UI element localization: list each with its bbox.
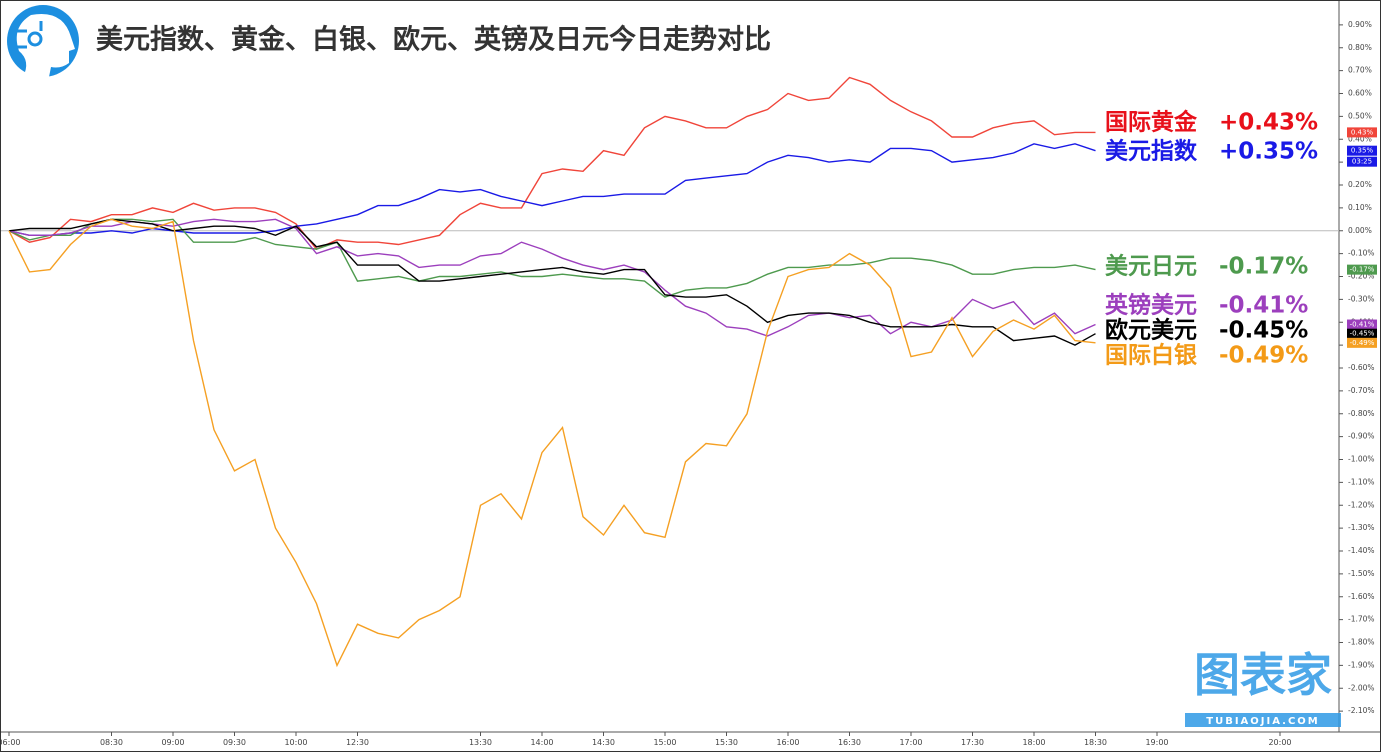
x-tick-label: 16:00 <box>776 738 799 747</box>
y-tick-label: -1.50% <box>1348 569 1375 578</box>
x-tick-label: 12:30 <box>346 738 369 747</box>
axis-tag-bg <box>1347 337 1377 348</box>
series-line <box>8 143 1096 236</box>
series-line <box>8 76 1096 250</box>
legend-name: 国际黄金 <box>1105 109 1198 136</box>
axis-tag-bg <box>1347 127 1377 138</box>
legend-name: 欧元美元 <box>1105 317 1197 344</box>
axis-tag-bg <box>1347 264 1377 275</box>
y-tick-label: -0.70% <box>1348 386 1375 395</box>
watermark-brand: 图表家 <box>1194 648 1332 702</box>
legend-name: 美元指数 <box>1105 138 1198 165</box>
x-tick-label: 17:30 <box>961 738 984 747</box>
y-tick-label: 0.10% <box>1348 203 1372 212</box>
axis-tag: -0.49% <box>1350 339 1375 347</box>
y-tick-label: -2.10% <box>1348 706 1375 715</box>
y-tick-label: -0.60% <box>1348 363 1375 372</box>
x-tick-label: 14:30 <box>592 738 615 747</box>
x-tick-label: 18:00 <box>1022 738 1045 747</box>
series-line <box>8 218 1096 298</box>
y-tick-label: 0.60% <box>1348 89 1372 98</box>
y-tick-label: -0.20% <box>1348 272 1375 281</box>
axis-tag-bg <box>1347 319 1377 330</box>
y-tick-label: -0.30% <box>1348 294 1375 303</box>
y-tick-label: -0.10% <box>1348 249 1375 258</box>
axis-tag: -0.45% <box>1350 330 1375 338</box>
x-tick-label: 09:30 <box>223 738 246 747</box>
y-tick-label: -0.80% <box>1348 409 1375 418</box>
x-tick-label: 15:00 <box>653 738 676 747</box>
y-tick-label: -1.20% <box>1348 500 1375 509</box>
y-tick-label: -1.40% <box>1348 546 1375 555</box>
series-line <box>8 218 1096 346</box>
x-tick-label: 15:30 <box>715 738 738 747</box>
y-tick-label: 0.50% <box>1348 111 1372 120</box>
series-line <box>8 218 1096 668</box>
y-tick-label: 0.80% <box>1348 43 1372 52</box>
y-tick-label: 0.40% <box>1348 134 1372 143</box>
end-label: +0.43% <box>1219 110 1318 136</box>
x-tick-label: 18:30 <box>1084 738 1107 747</box>
chart-title: 美元指数、黄金、白银、欧元、英镑及日元今日走势对比 <box>96 24 771 56</box>
y-tick-label: 0.20% <box>1348 180 1372 189</box>
y-tick-label: 0.90% <box>1348 20 1372 29</box>
end-label: -0.49% <box>1219 343 1308 369</box>
axis-tag: 0.35% <box>1351 147 1374 155</box>
x-tick-label: 19:00 <box>1145 738 1168 747</box>
y-tick-label: -1.80% <box>1348 638 1375 647</box>
x-tick-label: 13:30 <box>469 738 492 747</box>
y-tick-label: -1.00% <box>1348 455 1375 464</box>
axis-tag-bg <box>1347 328 1377 339</box>
legend-name: 美元日元 <box>1105 253 1197 280</box>
watermark-site: TUBIAOJIA.COM <box>1206 716 1319 727</box>
x-tick-label: 17:00 <box>899 738 922 747</box>
x-tick-label: 16:30 <box>838 738 861 747</box>
x-tick-label: 20:00 <box>1268 738 1291 747</box>
x-tick-label: 09:00 <box>161 738 184 747</box>
axis-tag: -0.41% <box>1350 321 1375 329</box>
end-label: +0.35% <box>1219 139 1318 165</box>
timer-bg <box>1347 156 1377 167</box>
x-tick-label: 14:00 <box>530 738 553 747</box>
x-tick-label: 08:30 <box>100 738 123 747</box>
x-tick-label: 06:00 <box>1 738 21 747</box>
end-label: -0.17% <box>1219 254 1308 280</box>
y-tick-label: -1.90% <box>1348 660 1375 669</box>
axis-tag: 0.43% <box>1351 128 1374 136</box>
y-tick-label: -1.10% <box>1348 477 1375 486</box>
y-tick-label: 0.70% <box>1348 66 1372 75</box>
y-tick-label: -1.30% <box>1348 523 1375 532</box>
end-label: -0.41% <box>1219 293 1308 319</box>
axis-tag: -0.17% <box>1350 266 1375 274</box>
y-tick-label: -1.60% <box>1348 592 1375 601</box>
watermark: 图表家 TUBIAOJIA.COM <box>1185 648 1341 727</box>
logo <box>7 5 79 77</box>
axis-tag-bg <box>1347 145 1377 156</box>
legend-name: 国际白银 <box>1105 342 1198 369</box>
y-tick-label: 0.00% <box>1348 226 1372 235</box>
y-tick-label: -2.00% <box>1348 683 1375 692</box>
y-tick-label: -0.90% <box>1348 432 1375 441</box>
y-tick-label: -1.70% <box>1348 615 1375 624</box>
end-label: -0.45% <box>1219 318 1308 344</box>
x-tick-label: 10:00 <box>284 738 307 747</box>
series-line <box>8 218 1096 337</box>
legend-name: 英镑美元 <box>1105 292 1197 319</box>
timer: 03:25 <box>1352 158 1372 166</box>
